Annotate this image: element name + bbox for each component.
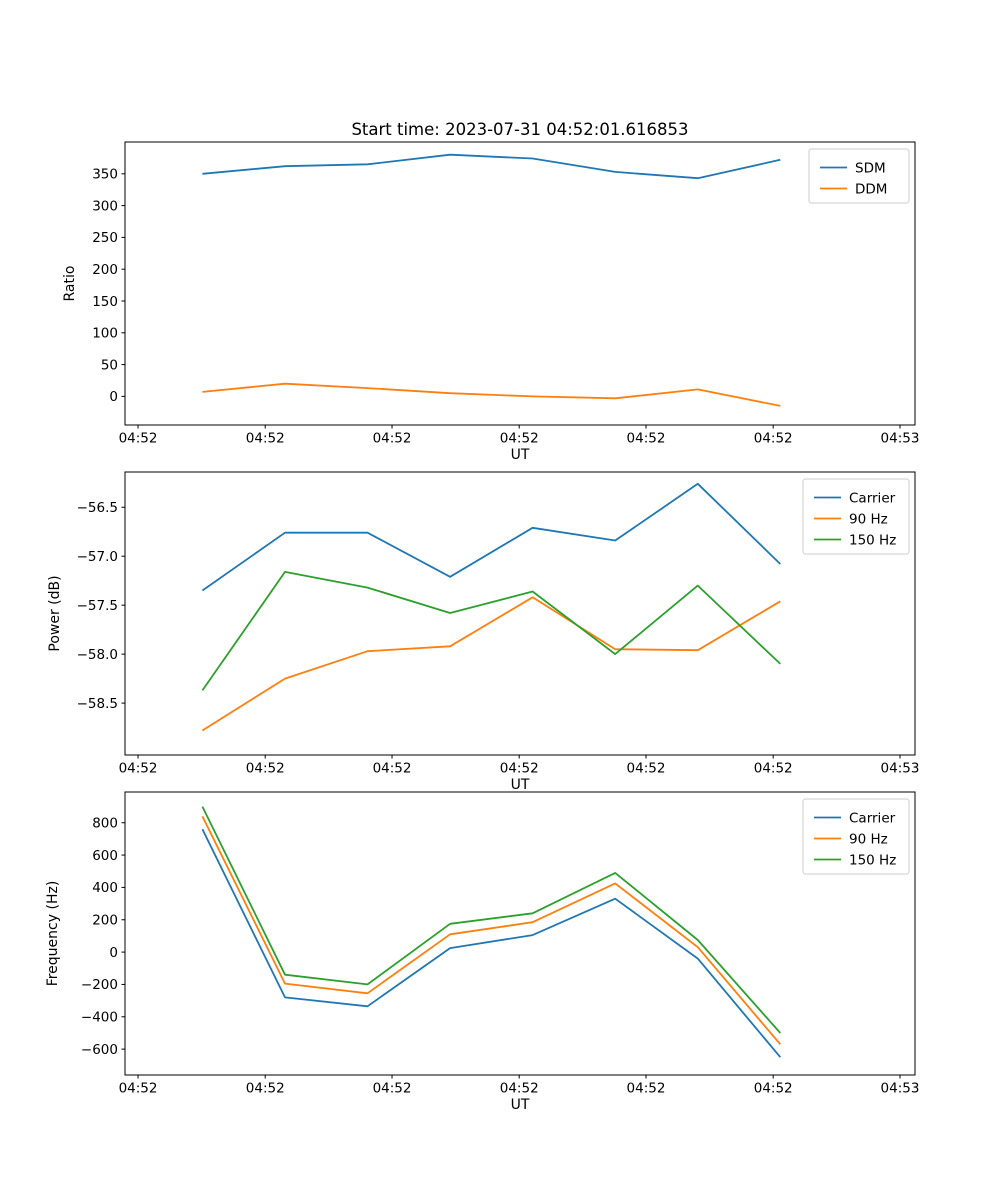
y-tick-label: −58.5: [77, 696, 118, 712]
legend-label-carrier: Carrier: [849, 810, 896, 826]
y-tick-label: −57.0: [77, 549, 118, 565]
x-tick-label: 04:52: [246, 431, 285, 447]
series-line-ddm: [202, 382, 781, 407]
legend-label-150-hz: 150 Hz: [849, 532, 896, 548]
chart-power: −58.5 −58.0 −57.5 −57.0 −56.5 04:52 04:52 04:52…: [47, 471, 920, 793]
x-tick-label: 04:52: [246, 761, 285, 777]
x-tick-label: 04:52: [119, 431, 158, 447]
series-line-sdm: [202, 153, 781, 180]
chart-ratio: 0 50 100 150 200 250 300 350 04:52 04:52 04:52 04:5…: [62, 141, 920, 463]
series-line-90-hz: [201, 815, 781, 1045]
axes-frame: [124, 141, 916, 426]
x-tick-label: 04:52: [754, 431, 793, 447]
x-tick-label: 04:52: [500, 761, 539, 777]
y-tick-label: −200: [81, 977, 118, 993]
legend: Carrier 90 Hz 150 Hz: [802, 798, 910, 875]
x-tick-label: 04:52: [754, 761, 793, 777]
axes-frame: [124, 471, 916, 756]
x-tick-label: 04:52: [373, 761, 412, 777]
legend: Carrier 90 Hz 150 Hz: [802, 478, 910, 555]
series-line-carrier: [201, 828, 781, 1058]
legend-label-sdm: SDM: [855, 160, 886, 176]
series-line-carrier: [201, 482, 781, 592]
x-tick-label: 04:52: [627, 761, 666, 777]
chart-frequency: −600 −400 −200 0 200 400 600 800 04:52 04:52 04:52…: [45, 791, 920, 1113]
legend-label-90-hz: 90 Hz: [849, 831, 888, 847]
y-tick-label: 300: [92, 198, 118, 214]
x-tick-label: 04:52: [373, 431, 412, 447]
x-tick-label: 04:52: [627, 431, 666, 447]
y-axis-label: Frequency (Hz): [45, 881, 61, 987]
y-tick-label: 400: [92, 880, 118, 896]
x-tick-label: 04:52: [500, 431, 539, 447]
y-tick-label: −400: [81, 1010, 118, 1026]
series-line-90-hz: [201, 596, 781, 732]
y-tick-label: 250: [92, 230, 118, 246]
legend-label-150-hz: 150 Hz: [849, 852, 896, 868]
x-tick-label: 04:52: [373, 1081, 412, 1097]
x-axis-label: UT: [511, 1097, 530, 1113]
y-tick-label: −57.5: [77, 598, 118, 614]
y-tick-label: 350: [92, 167, 118, 183]
series-line-150-hz: [201, 806, 781, 1034]
y-tick-label: 0: [109, 389, 118, 405]
x-tick-label: 04:53: [881, 431, 920, 447]
legend: SDM DDM: [808, 148, 910, 204]
x-axis-label: UT: [511, 447, 530, 463]
legend-label-ddm: DDM: [855, 181, 887, 197]
y-tick-label: 100: [92, 326, 118, 342]
legend-box: [808, 148, 910, 204]
y-tick-label: −600: [81, 1042, 118, 1058]
figure-title: Start time: 2023-07-31 04:52:01.616853: [351, 120, 689, 139]
y-tick-label: 50: [101, 357, 118, 373]
series-line-150-hz: [201, 571, 781, 691]
y-tick-label: 200: [92, 913, 118, 929]
x-tick-label: 04:52: [627, 1081, 666, 1097]
axes-frame: [124, 791, 916, 1076]
legend-label-carrier: Carrier: [849, 490, 896, 506]
x-tick-label: 04:52: [119, 761, 158, 777]
x-tick-label: 04:53: [881, 1081, 920, 1097]
y-tick-label: 0: [109, 945, 118, 961]
y-tick-label: 600: [92, 848, 118, 864]
x-tick-label: 04:52: [500, 1081, 539, 1097]
y-tick-label: 200: [92, 262, 118, 278]
x-axis-label: UT: [511, 777, 530, 793]
y-axis-label: Ratio: [62, 266, 78, 302]
y-tick-label: 150: [92, 294, 118, 310]
y-axis-label: Power (dB): [47, 575, 63, 651]
x-tick-label: 04:52: [119, 1081, 158, 1097]
y-tick-label: −58.0: [77, 647, 118, 663]
legend-label-90-hz: 90 Hz: [849, 511, 888, 527]
x-tick-label: 04:53: [881, 761, 920, 777]
x-tick-label: 04:52: [246, 1081, 285, 1097]
y-tick-label: −56.5: [77, 500, 118, 516]
y-tick-label: 800: [92, 816, 118, 832]
x-tick-label: 04:52: [754, 1081, 793, 1097]
